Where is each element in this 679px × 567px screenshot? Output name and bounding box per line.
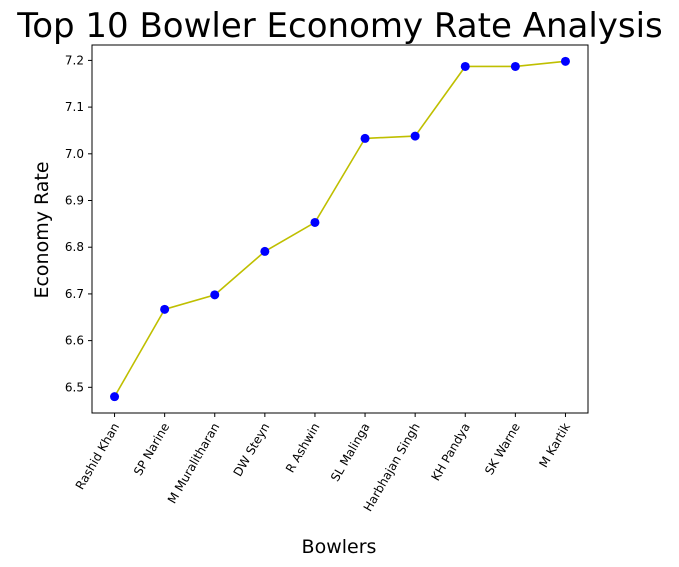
y-tick-label: 7.1	[65, 100, 84, 114]
x-tick-label: M Kartik	[536, 420, 573, 470]
y-tick-label: 7.2	[65, 53, 84, 67]
y-tick-label: 6.7	[65, 287, 84, 301]
axes-frame	[91, 44, 589, 414]
x-tick-label: M Muralitharan	[165, 421, 222, 506]
y-tick-label: 6.8	[65, 240, 84, 254]
y-axis-label: Economy Rate	[31, 161, 53, 298]
x-axis-label: Bowlers	[302, 536, 377, 558]
y-tick-label: 6.6	[65, 334, 84, 348]
data-point	[210, 290, 220, 300]
y-tick-label: 7.0	[65, 147, 84, 161]
x-tick-label: SL Malinga	[328, 421, 373, 484]
x-tick-label: Rashid Khan	[73, 421, 122, 493]
data-point	[260, 246, 270, 256]
x-tick-label: Harbhajan Singh	[361, 421, 423, 514]
x-tick-label: KH Pandya	[429, 421, 473, 484]
series-line	[113, 60, 566, 398]
data-point	[460, 61, 470, 71]
data-point	[410, 131, 420, 141]
data-point	[560, 56, 570, 66]
x-tick-label: SK Warne	[482, 421, 523, 478]
x-tick-label: DW Steyn	[231, 421, 273, 479]
x-tick-label: SP Narine	[131, 421, 172, 478]
data-point	[510, 61, 520, 71]
y-tick-label: 6.5	[65, 380, 84, 394]
data-point	[110, 392, 120, 402]
data-point	[310, 217, 320, 227]
plot-area: 6.5 6.6 6.7 6.8 6.9 7.0 7.1 7.2 Rashid Khan SP Na…	[65, 44, 589, 514]
data-point	[160, 304, 170, 314]
y-tick-label: 6.9	[65, 194, 84, 208]
data-point	[360, 133, 370, 143]
chart-title: Top 10 Bowler Economy Rate Analysis	[16, 6, 663, 46]
x-tick-label: R Ashwin	[283, 421, 323, 476]
